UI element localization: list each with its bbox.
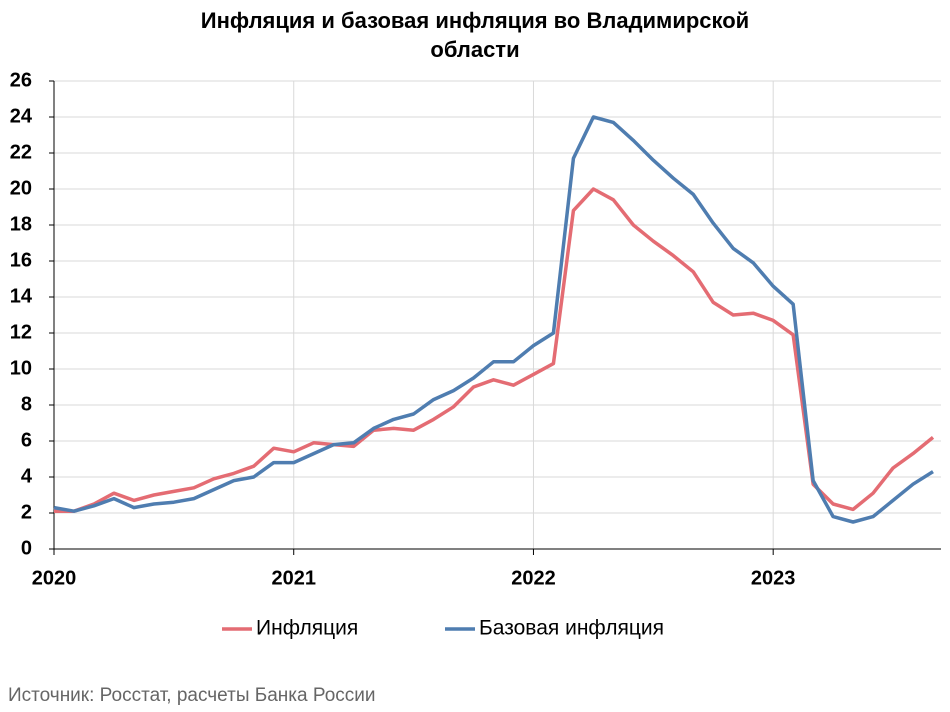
y-tick-label: 2 bbox=[21, 501, 32, 523]
x-tick-label: 2023 bbox=[751, 567, 796, 589]
y-tick-label: 8 bbox=[21, 393, 32, 415]
y-tick-label: 6 bbox=[21, 429, 32, 451]
y-tick-label: 20 bbox=[10, 177, 32, 199]
series-line bbox=[54, 187, 935, 513]
y-tick-label: 0 bbox=[21, 537, 32, 559]
y-tick-label: 26 bbox=[10, 69, 32, 91]
y-tick-label: 24 bbox=[10, 105, 33, 127]
source-note: Источник: Росстат, расчеты Банка России bbox=[8, 685, 376, 706]
x-tick-label: 2020 bbox=[32, 567, 77, 589]
y-tick-label: 16 bbox=[10, 249, 32, 271]
y-tick-label: 14 bbox=[10, 285, 33, 307]
y-tick-label: 22 bbox=[10, 141, 32, 163]
y-tick-label: 4 bbox=[21, 465, 33, 487]
chart-title: Инфляция и базовая инфляция во Владимирс… bbox=[200, 8, 750, 62]
x-tick-label: 2021 bbox=[271, 567, 316, 589]
title-box: Инфляция и базовая инфляция во Владимирс… bbox=[200, 8, 750, 62]
y-tick-label: 10 bbox=[10, 357, 32, 379]
legend-label: Инфляция bbox=[256, 617, 358, 640]
y-tick-label: 12 bbox=[10, 321, 32, 343]
legend-label: Базовая инфляция bbox=[479, 617, 664, 640]
x-tick-label: 2022 bbox=[511, 567, 556, 589]
y-tick-label: 18 bbox=[10, 213, 32, 235]
series-line bbox=[53, 115, 934, 524]
